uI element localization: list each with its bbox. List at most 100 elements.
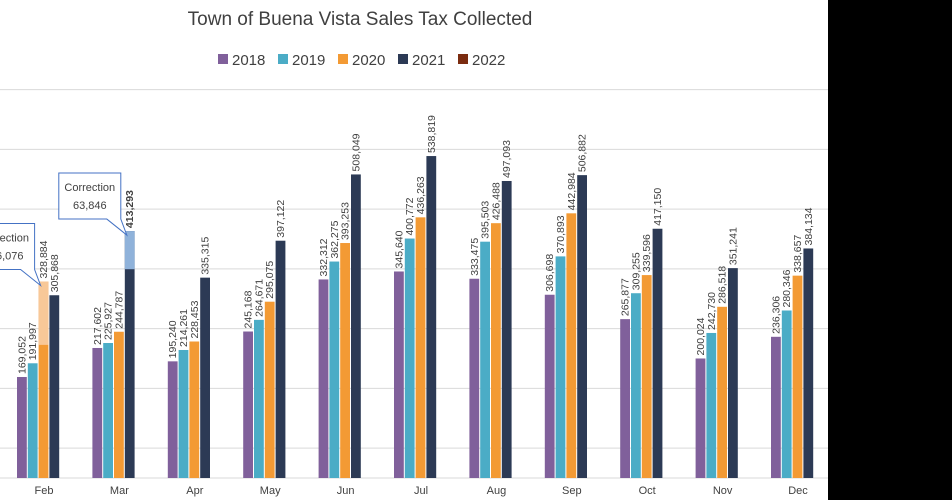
bar: [394, 271, 404, 478]
bar: [566, 213, 577, 478]
value-label: 328,884: [38, 240, 50, 278]
value-label: 265,877: [620, 278, 632, 316]
value-label: 225,927: [103, 302, 115, 340]
value-label: 332,312: [318, 238, 330, 276]
bar: [49, 295, 60, 478]
bar: [351, 174, 361, 478]
bar: [480, 241, 490, 478]
value-label: 335,315: [200, 237, 212, 275]
value-label: 286,518: [717, 266, 729, 304]
value-label: 508,049: [350, 133, 362, 171]
bar: [124, 231, 135, 478]
x-tick-label: Sep: [562, 485, 582, 497]
bar: [641, 275, 652, 478]
legend-swatch: [218, 54, 228, 64]
bar: [340, 243, 350, 478]
x-tick-label: Nov: [713, 485, 733, 497]
value-label: 338,657: [792, 235, 804, 273]
x-tick-label: Dec: [788, 485, 808, 497]
bar: [631, 293, 641, 478]
value-label: 345,640: [393, 230, 405, 268]
value-label: 413,293: [124, 190, 136, 228]
legend-swatch: [338, 54, 348, 64]
legend-swatch: [398, 54, 408, 64]
bar: [771, 336, 781, 478]
bar: [652, 228, 663, 478]
legend-label: 2021: [412, 52, 445, 69]
legend-label: 2018: [232, 52, 265, 69]
bar: [17, 376, 27, 478]
bar: [189, 341, 200, 478]
bar: [491, 223, 501, 478]
bar: [254, 319, 264, 478]
x-tick-label: Oct: [639, 485, 656, 497]
bar: [200, 277, 210, 478]
bar: [577, 175, 587, 478]
bar: [544, 294, 555, 478]
value-label: 306,698: [544, 254, 556, 292]
bar: [404, 238, 415, 478]
value-label: 506,882: [577, 134, 589, 172]
bar: [243, 331, 253, 478]
value-label: 195,240: [167, 320, 179, 358]
value-label: 242,730: [706, 292, 718, 330]
value-label: 309,255: [630, 252, 642, 290]
bar: [792, 275, 803, 478]
value-label: 169,052: [16, 336, 28, 374]
legend-label: 2020: [352, 52, 385, 69]
legend-label: 2022: [472, 52, 505, 69]
value-label: 497,093: [501, 140, 513, 178]
bar: [426, 156, 437, 478]
value-label: 397,122: [275, 200, 287, 238]
bar: [717, 306, 727, 478]
bar: [501, 180, 512, 478]
bar: [469, 278, 480, 478]
value-label: 228,453: [189, 300, 201, 338]
right-mask: [828, 0, 952, 500]
bar: [329, 261, 340, 478]
bar: [114, 331, 124, 478]
bar: [318, 279, 329, 478]
x-tick-label: Jun: [337, 485, 355, 497]
bar: [781, 310, 792, 478]
value-label: 191,997: [27, 322, 39, 360]
callout-value: 63,846: [73, 200, 107, 212]
x-tick-label: Aug: [487, 485, 507, 497]
callout-title: Correction: [64, 182, 115, 194]
value-label: 236,306: [770, 296, 782, 334]
value-label: 305,868: [49, 254, 61, 292]
bar: [695, 358, 706, 478]
value-label: 370,893: [555, 215, 567, 253]
callout-value: 106,076: [0, 250, 23, 262]
bar: [167, 361, 178, 478]
bar: [728, 268, 738, 478]
value-label: 244,787: [113, 291, 125, 329]
bar: [103, 343, 113, 478]
callout-title: Correction: [0, 232, 29, 244]
value-label: 426,488: [490, 182, 502, 220]
value-label: 264,671: [253, 279, 265, 317]
value-label: 351,241: [727, 227, 739, 265]
x-tick-label: Apr: [186, 485, 203, 497]
callout: [58, 172, 128, 237]
x-tick-label: May: [260, 485, 281, 497]
value-label: 393,253: [340, 202, 352, 240]
legend-swatch: [458, 54, 468, 64]
value-label: 395,503: [480, 201, 492, 239]
bar: [620, 319, 630, 478]
value-label: 217,602: [92, 307, 104, 345]
legend-label: 2019: [292, 52, 325, 69]
value-label: 362,275: [329, 220, 341, 258]
legend-swatch: [278, 54, 288, 64]
bar: [38, 281, 49, 478]
value-label: 333,475: [469, 238, 481, 276]
value-label: 200,024: [695, 317, 707, 355]
bar: [415, 217, 426, 478]
bar: [706, 332, 717, 478]
callout: [0, 222, 42, 288]
value-label: 436,263: [415, 176, 427, 214]
value-label: 400,772: [404, 197, 416, 235]
value-label: 245,168: [243, 290, 255, 328]
value-label: 280,346: [781, 269, 793, 307]
bar: [178, 349, 189, 478]
